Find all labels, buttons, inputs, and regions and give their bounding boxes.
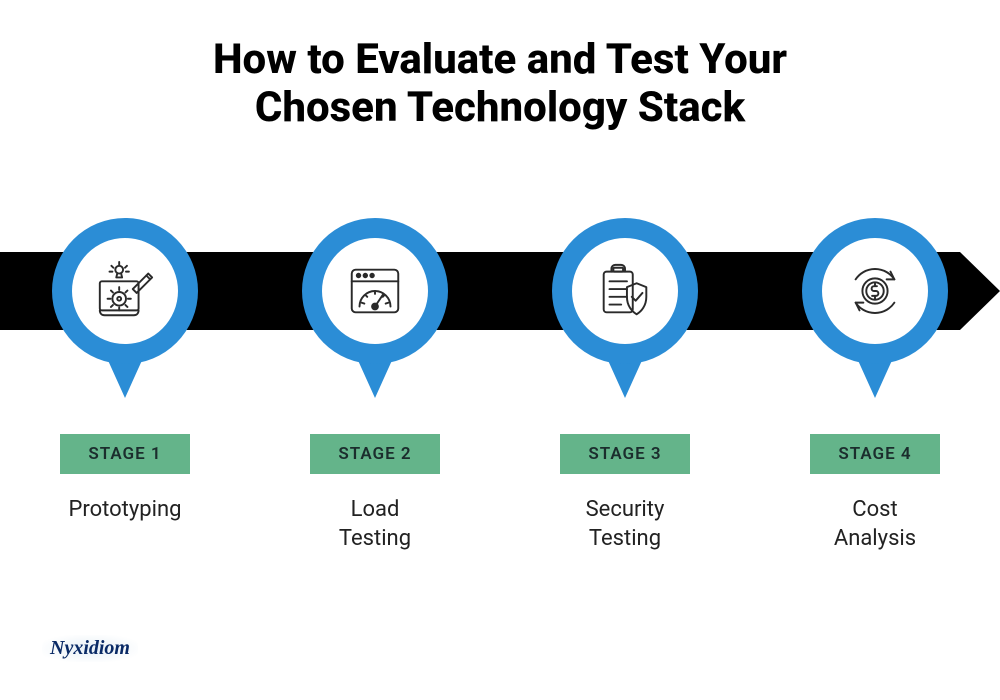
stage-4: STAGE 4 Cost Analysis: [795, 218, 955, 553]
stage-pin: [302, 218, 448, 418]
stage-3: STAGE 3 Security Testing: [545, 218, 705, 553]
brand-logo: Nyxidiom: [42, 635, 138, 662]
security-testing-icon: [594, 260, 656, 322]
pin-inner: [822, 238, 928, 344]
stage-1: STAGE 1 Prototyping: [45, 218, 205, 553]
stage-pin: [52, 218, 198, 418]
pin-ring: [802, 218, 948, 364]
pin-inner: [572, 238, 678, 344]
stage-badge: STAGE 2: [310, 434, 440, 474]
pin-inner: [322, 238, 428, 344]
stage-2: STAGE 2 Load Testing: [295, 218, 455, 553]
stage-label: Load Testing: [339, 496, 411, 553]
prototyping-icon: [94, 260, 156, 322]
stage-label: Prototyping: [68, 496, 181, 525]
stage-pin: [802, 218, 948, 418]
stage-label: Cost Analysis: [834, 496, 916, 553]
cost-analysis-icon: [844, 260, 906, 322]
pin-ring: [302, 218, 448, 364]
stage-badge: STAGE 4: [810, 434, 940, 474]
stage-pin: [552, 218, 698, 418]
pin-ring: [552, 218, 698, 364]
stage-badge: STAGE 1: [60, 434, 190, 474]
stage-badge: STAGE 3: [560, 434, 690, 474]
pin-ring: [52, 218, 198, 364]
stage-label: Security Testing: [586, 496, 665, 553]
stage-row: STAGE 1 Prototyping: [0, 218, 1000, 553]
title-line2: Chosen Technology Stack: [255, 83, 745, 132]
load-testing-icon: [344, 260, 406, 322]
pin-inner: [72, 238, 178, 344]
title-line1: How to Evaluate and Test Your: [213, 35, 787, 84]
page-title: How to Evaluate and Test Your Chosen Tec…: [0, 0, 1000, 133]
